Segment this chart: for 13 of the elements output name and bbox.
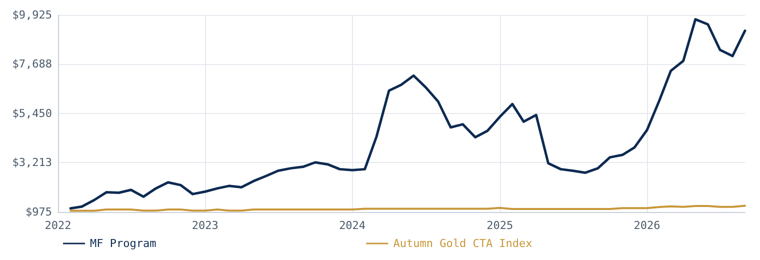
line-series (69, 18, 746, 210)
y-tick-label: $7,688 (12, 58, 52, 71)
x-tick-label: 2023 (192, 219, 218, 232)
y-tick-label: $5,450 (12, 107, 52, 120)
y-tick-label: $3,213 (12, 156, 52, 170)
y-tick-label: $975 (26, 206, 52, 218)
y-tick-label: $9,925 (12, 8, 52, 22)
legend-label: Autumn Gold CTA Index (393, 237, 533, 250)
x-tick-label: 2025 (486, 219, 514, 232)
x-tick-label: 2024 (339, 219, 366, 232)
x-tick-label: 2022 (44, 219, 72, 232)
x-tick-label: 2026 (634, 219, 660, 232)
legend-label: MF Program (90, 237, 157, 250)
